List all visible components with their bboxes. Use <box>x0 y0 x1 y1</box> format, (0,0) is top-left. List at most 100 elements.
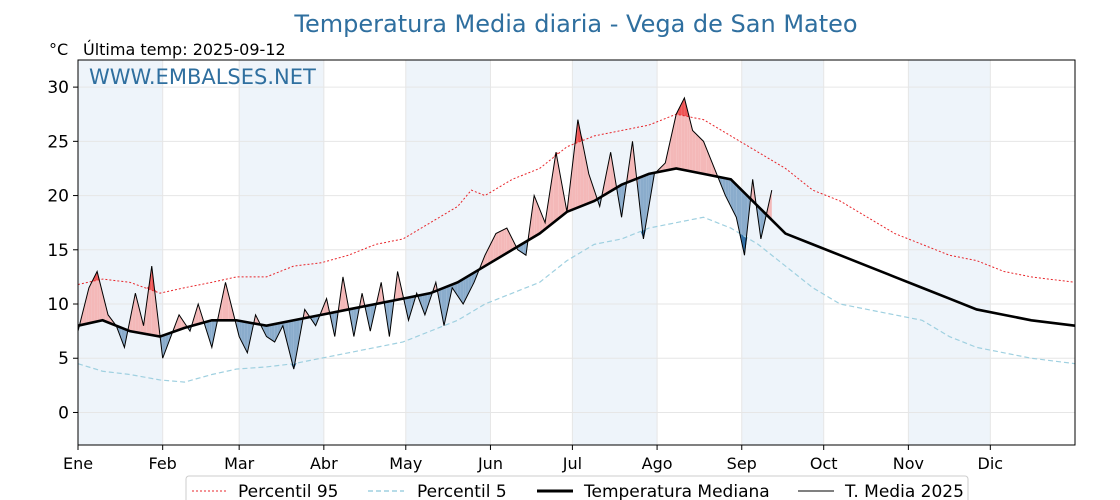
legend-p95-label: Percentil 95 <box>238 482 338 500</box>
legend-median-label: Temperatura Mediana <box>583 482 770 500</box>
below-median-fill <box>465 275 469 299</box>
y-axis: 0 5 10 15 20 25 30 <box>47 78 78 423</box>
y-tick-label: 5 <box>58 349 69 369</box>
above-median-fill <box>154 289 158 337</box>
above-median-fill <box>695 133 699 173</box>
above-median-fill <box>146 285 150 335</box>
y-tick-label: 10 <box>47 295 69 315</box>
series-lines <box>77 96 1076 383</box>
above-median-fill <box>484 249 488 267</box>
watermark: WWW.EMBALSES.NET <box>89 65 316 89</box>
above-median-fill <box>687 108 690 172</box>
above-median-fill <box>605 165 608 195</box>
below-median-fill <box>118 326 122 341</box>
above-median-fill <box>676 108 679 169</box>
below-median-fill <box>312 315 316 326</box>
above-median-fill <box>703 141 707 175</box>
above-median-fill <box>553 152 557 223</box>
below-median-fill <box>760 209 764 239</box>
below-median-fill <box>386 301 390 337</box>
below-median-fill <box>408 296 412 321</box>
below-median-fill <box>239 320 242 342</box>
above-median-fill <box>607 152 611 193</box>
below-median-fill <box>241 321 245 348</box>
month-band <box>78 60 163 445</box>
x-tick-label: Feb <box>149 454 177 473</box>
above-median-fill <box>629 141 633 182</box>
legend-p5-label: Percentil 5 <box>417 482 507 500</box>
above-median-fill <box>580 133 584 207</box>
x-tick-label: Ago <box>642 454 673 473</box>
below-median-fill <box>446 285 450 314</box>
above-median-fill <box>673 114 677 169</box>
above-median-fill <box>556 152 559 221</box>
below-median-fill <box>206 321 210 339</box>
year-2025-line <box>77 96 773 370</box>
above-median-fill <box>700 138 704 174</box>
below-median-fill <box>263 325 267 337</box>
x-tick-label: Ene <box>63 454 93 473</box>
below-median-fill <box>370 304 374 332</box>
above-median-fill <box>222 282 226 321</box>
p5-line <box>77 216 1076 383</box>
below-median-fill <box>643 174 647 239</box>
above-median-fill <box>610 152 614 192</box>
above-median-fill <box>689 119 693 172</box>
above-median-fill <box>547 187 551 228</box>
below-median-fill <box>247 322 251 353</box>
month-band <box>239 60 324 445</box>
above-median-fill <box>495 232 499 260</box>
below-median-fill <box>332 312 335 337</box>
x-tick-label: Abr <box>310 454 338 473</box>
x-tick-label: Sep <box>727 454 757 473</box>
p95-line <box>77 113 1076 294</box>
below-median-fill <box>351 308 354 337</box>
above-median-fill <box>769 190 772 220</box>
above-median-fill <box>342 276 346 311</box>
legend: Percentil 95 Percentil 5 Temperatura Med… <box>185 475 969 500</box>
below-median-fill <box>244 321 248 353</box>
above-median-fill <box>397 271 401 300</box>
above-median-fill <box>220 295 223 321</box>
above-median-fill <box>490 238 494 263</box>
above-median-fill <box>591 182 595 203</box>
above-median-fill <box>323 298 327 315</box>
legend-year-label: T. Media 2025 <box>844 482 964 500</box>
unit-label: °C <box>49 40 68 59</box>
below-median-fill <box>728 178 731 207</box>
x-tick-label: Jul <box>562 454 582 473</box>
above-median-fill <box>536 202 540 236</box>
above-p95-fill <box>572 142 576 145</box>
above-median-fill <box>698 135 701 174</box>
above-median-fill <box>228 293 231 321</box>
below-median-fill <box>211 320 215 348</box>
above-median-fill <box>83 298 87 325</box>
above-median-fill <box>583 146 587 206</box>
above-median-fill <box>498 230 502 258</box>
y-tick-label: 15 <box>47 241 69 261</box>
above-median-fill <box>572 142 576 210</box>
month-band <box>908 60 991 445</box>
month-band <box>572 60 658 445</box>
x-tick-label: Mar <box>224 454 255 473</box>
below-median-fill <box>441 287 445 326</box>
month-bands <box>78 60 991 445</box>
below-median-fill <box>460 279 464 305</box>
y-tick-label: 30 <box>47 78 69 98</box>
plot-frame <box>77 59 1076 446</box>
below-median-fill <box>463 277 466 305</box>
below-median-fill <box>648 173 652 207</box>
above-median-fill <box>482 255 485 268</box>
above-median-fill <box>668 138 671 171</box>
below-median-fill <box>271 324 275 342</box>
below-median-fill <box>733 182 737 218</box>
above-median-fill <box>711 161 715 177</box>
last-temp-label: Última temp: 2025-09-12 <box>83 40 286 59</box>
below-median-fill <box>646 173 649 223</box>
x-tick-label: Jun <box>477 454 503 473</box>
above-median-fill <box>132 293 136 333</box>
below-median-fill <box>739 187 742 243</box>
above-median-fill <box>138 304 141 334</box>
above-median-fill <box>304 309 308 319</box>
